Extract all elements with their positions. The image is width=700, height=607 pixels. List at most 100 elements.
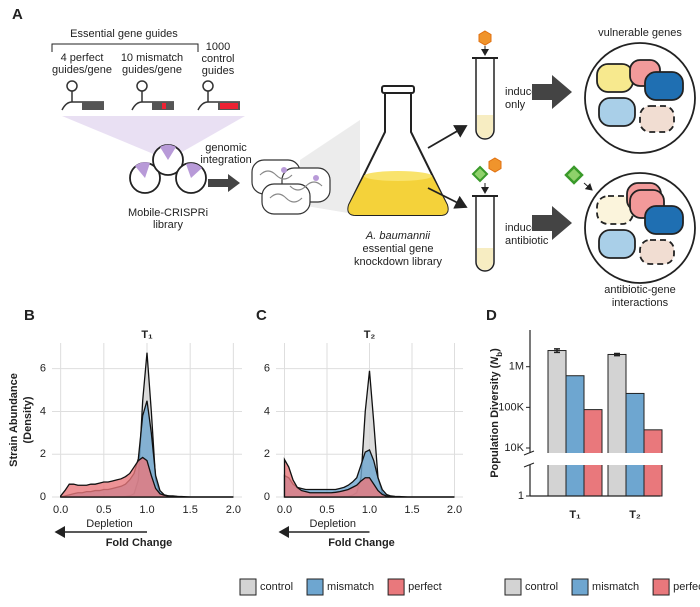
integration-label: genomic: [205, 142, 247, 154]
y-axis-label: (Density): [22, 396, 34, 443]
guide-label: 4 perfect: [61, 52, 104, 64]
legend-swatch: [504, 578, 522, 596]
arrow: [532, 75, 572, 109]
density-area: [59, 456, 234, 498]
bar: [565, 375, 585, 497]
knockdown-label: essential gene: [363, 243, 434, 255]
legend-swatch: [571, 578, 589, 596]
y-axis-label-part: b: [495, 352, 504, 357]
legend-label: perfect: [408, 581, 442, 593]
bar: [625, 392, 645, 497]
tube: [472, 30, 498, 140]
legend-swatch: [239, 578, 257, 596]
x-tick-label: 0.0: [277, 504, 292, 516]
y-axis-label-part: ): [489, 348, 501, 352]
y-axis-label-part: Population Diversity (: [489, 364, 501, 477]
axis-break-mark: [523, 450, 535, 468]
guide-control: [197, 80, 240, 111]
legend-label: perfect: [673, 581, 700, 593]
x-tick-label: 1.0: [362, 504, 377, 516]
x-tick-label: 1.0: [139, 504, 154, 516]
y-axis-label: Population Diversity (Nb): [489, 348, 504, 478]
arrow: [427, 125, 468, 149]
x-tick-label: T₁: [569, 509, 581, 521]
y-tick-label: 6: [264, 363, 270, 375]
legend-label: control: [525, 581, 558, 593]
result-label: interactions: [612, 297, 669, 309]
arrow: [427, 187, 468, 209]
condition-label: antibiotic: [505, 235, 549, 247]
arrow: [208, 174, 240, 192]
x-tick-label: 0.5: [319, 504, 334, 516]
guide-label: guides/gene: [122, 64, 182, 76]
x-axis-label: Fold Change: [328, 537, 395, 549]
legend-swatch: [387, 578, 405, 596]
guide-label: guides/gene: [52, 64, 112, 76]
y-tick-label: 4: [264, 405, 270, 417]
legend-label: mismatch: [327, 581, 374, 593]
guide-label: 10 mismatch: [121, 52, 183, 64]
bar: [607, 353, 627, 497]
knockdown-label: knockdown library: [354, 256, 443, 268]
bracket: [51, 43, 199, 52]
bar: [583, 409, 603, 497]
y-tick-label: 0: [40, 491, 46, 503]
result-label: antibiotic-gene: [604, 284, 676, 296]
plasmids: [129, 144, 207, 194]
guide-mismatch: [131, 80, 174, 111]
y-tick-label: 2: [264, 448, 270, 460]
integration-label: integration: [200, 154, 251, 166]
x-axis-label: Fold Change: [106, 537, 173, 549]
result-label: vulnerable genes: [598, 27, 682, 39]
chart-title: T₁: [141, 329, 153, 341]
guide-perfect: [61, 80, 104, 111]
panel-label: B: [24, 307, 35, 324]
y-tick-label: 0: [264, 491, 270, 503]
y-tick-label: 4: [40, 405, 46, 417]
density-area: [283, 457, 455, 498]
guide-label: guides: [202, 65, 235, 77]
library-label: Mobile-CRISPRi: [128, 207, 208, 219]
arrow: [532, 206, 572, 240]
guides-header: Essential gene guides: [70, 28, 178, 40]
panel-label: A: [12, 6, 23, 23]
dish: [584, 42, 696, 154]
guide-label: control: [201, 53, 234, 65]
bar: [547, 350, 567, 497]
y-axis-label-part: N: [489, 356, 501, 365]
flask: [347, 85, 449, 216]
x-tick-label: 1.5: [183, 504, 198, 516]
y-tick-label: 1: [518, 490, 524, 502]
x-tick-label: T₂: [629, 509, 641, 521]
dish: [564, 165, 696, 284]
x-tick-label: 2.0: [226, 504, 241, 516]
y-tick-label: 1M: [509, 361, 524, 373]
y-axis-label: Strain Abundance: [8, 373, 20, 467]
annotation: Depletion: [86, 518, 132, 530]
x-tick-label: 0.0: [53, 504, 68, 516]
y-tick-label: 2: [40, 448, 46, 460]
organism-label: A. baumannii: [365, 230, 431, 242]
y-tick-label: 100K: [498, 401, 524, 413]
legend-swatch: [306, 578, 324, 596]
panel-label: D: [486, 307, 497, 324]
legend-label: mismatch: [592, 581, 639, 593]
legend-swatch: [652, 578, 670, 596]
guide-label: 1000: [206, 41, 230, 53]
x-tick-label: 2.0: [447, 504, 462, 516]
library-label: library: [153, 219, 183, 231]
panel-label: C: [256, 307, 267, 324]
legend-label: control: [260, 581, 293, 593]
funnel: [62, 116, 245, 160]
error-bar: [614, 352, 620, 357]
axis-break: [520, 453, 665, 465]
x-tick-label: 1.5: [404, 504, 419, 516]
y-tick-label: 6: [40, 363, 46, 375]
x-tick-label: 0.5: [96, 504, 111, 516]
cells: [251, 159, 331, 215]
annotation: Depletion: [310, 518, 356, 530]
condition-label: only: [505, 99, 526, 111]
error-bar: [554, 348, 560, 354]
